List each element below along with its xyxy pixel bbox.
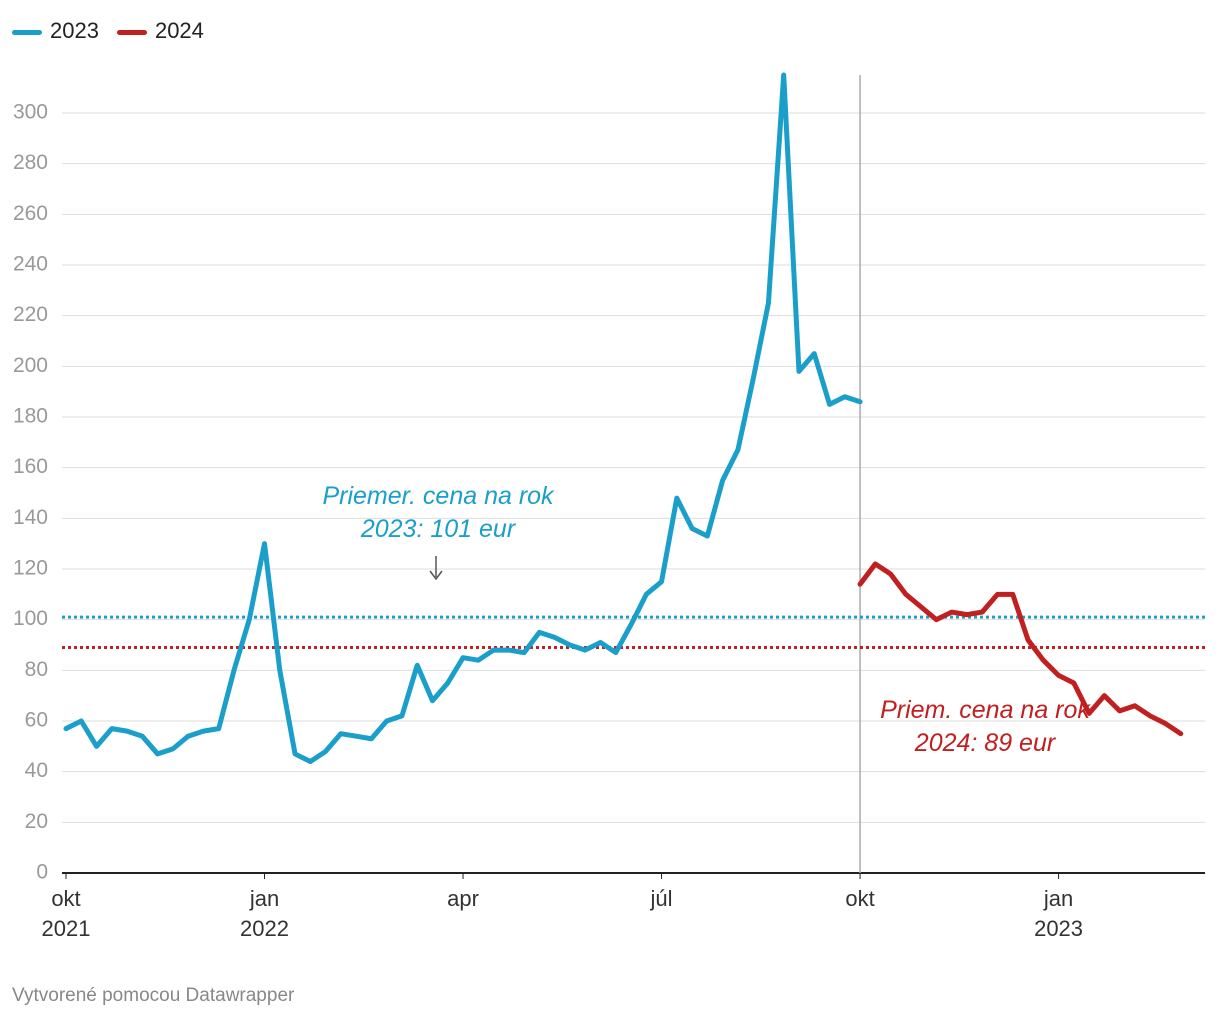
y-tick-label: 60 bbox=[25, 709, 48, 732]
x-tick-label: apr bbox=[447, 886, 479, 911]
legend-swatch bbox=[12, 29, 42, 35]
y-tick-label: 300 bbox=[13, 101, 48, 124]
x-tick-label: jan 2023 bbox=[1034, 886, 1084, 941]
y-tick-label: 120 bbox=[13, 557, 48, 580]
legend-label: 2023 bbox=[50, 18, 99, 43]
annotation: Priem. cena na rok 2024: 89 eur bbox=[880, 696, 1090, 757]
y-tick-label: 160 bbox=[13, 455, 48, 478]
legend-item: 2024 bbox=[116, 18, 204, 44]
y-tick-label: 0 bbox=[36, 861, 48, 884]
legend-item: 2023 bbox=[12, 18, 99, 44]
x-tick-label: okt bbox=[845, 886, 875, 911]
y-tick-label: 20 bbox=[25, 810, 48, 833]
y-tick-label: 260 bbox=[13, 202, 48, 225]
y-tick-label: 180 bbox=[13, 405, 48, 428]
legend: 2023 2024 bbox=[12, 18, 204, 44]
y-tick-label: 240 bbox=[13, 253, 48, 276]
y-tick-label: 280 bbox=[13, 151, 48, 174]
legend-label: 2024 bbox=[154, 18, 204, 43]
y-tick-label: 40 bbox=[25, 759, 48, 782]
y-tick-label: 80 bbox=[25, 658, 48, 681]
y-tick-label: 220 bbox=[13, 303, 48, 326]
y-tick-label: 200 bbox=[13, 354, 48, 377]
annotation-arrowhead bbox=[429, 570, 443, 581]
source: Vytvorené pomocou Datawrapper bbox=[12, 985, 295, 1006]
line-series bbox=[63, 72, 863, 765]
line-series bbox=[857, 561, 1184, 737]
x-tick-label: júl bbox=[650, 886, 673, 911]
x-tick-label: okt 2021 bbox=[41, 886, 91, 941]
x-tick-label: jan 2022 bbox=[240, 886, 289, 941]
annotation: Priemer. cena na rok 2023: 101 eur bbox=[322, 482, 554, 543]
y-tick-label: 140 bbox=[13, 506, 48, 529]
y-tick-label: 100 bbox=[13, 607, 48, 630]
legend-swatch bbox=[116, 29, 147, 35]
